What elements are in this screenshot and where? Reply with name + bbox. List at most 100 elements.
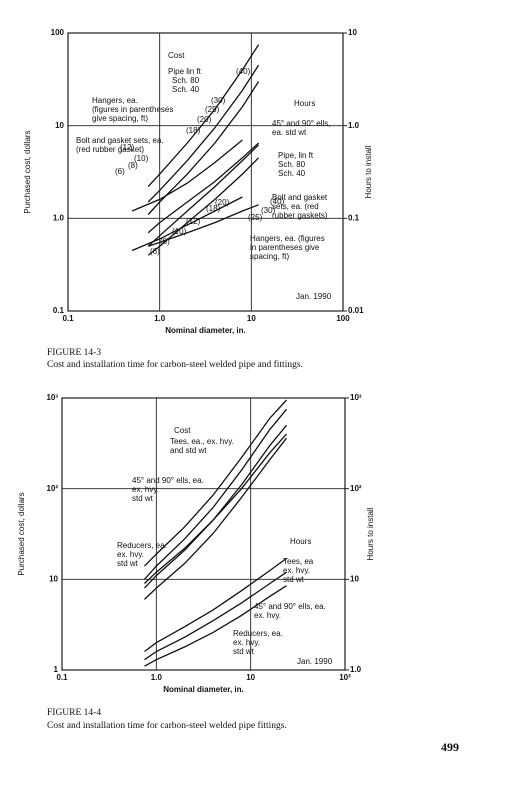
x-tick-label: 0.1 <box>56 673 68 682</box>
annotation: Hours <box>294 99 315 108</box>
annotation: (10) <box>134 154 149 163</box>
annotation: std wt <box>233 647 255 656</box>
annotation: ex. hvy. <box>254 611 281 620</box>
curve <box>147 142 260 234</box>
annotation: ex. hvy. <box>132 485 159 494</box>
curve <box>147 144 260 247</box>
annotation: std wt <box>283 575 305 584</box>
annotation: (6) <box>150 247 160 256</box>
y-axis-title: Purchased cost, dollars <box>17 492 26 575</box>
annotation: Reducers, ea. <box>233 629 283 638</box>
curve <box>147 204 259 247</box>
annotation: (18) <box>206 204 221 213</box>
annotation: Tees, ea <box>283 557 314 566</box>
annotation: sets, ea. (red <box>272 202 319 211</box>
annotation: Hours <box>290 537 311 546</box>
figure-caption: Cost and installation time for carbon-st… <box>47 720 287 731</box>
annotation: (8) <box>128 161 138 170</box>
y-tick-label: 100 <box>51 28 65 37</box>
annotation: (8) <box>160 237 170 246</box>
annotation: spacing, ft) <box>250 252 289 261</box>
annotation: (25) <box>248 213 263 222</box>
y2-tick-label: 10³ <box>350 393 362 402</box>
figure-caption: Cost and installation time for carbon-st… <box>47 359 303 370</box>
annotation: (figures in parentheses <box>92 105 173 114</box>
x-tick-label: 100 <box>336 314 350 323</box>
annotation: (40) <box>236 67 251 76</box>
annotation: Tees, ea., ex. hvy. <box>170 437 234 446</box>
x-axis-title: Nominal diameter, in. <box>163 685 243 694</box>
y-tick-label: 0.1 <box>53 306 65 315</box>
x-tick-label: 10 <box>247 314 256 323</box>
curve <box>144 408 288 580</box>
annotation: (40) <box>270 197 285 206</box>
annotation: Pipe, lin ft <box>278 151 314 160</box>
annotation: Hangers, ea. <box>92 96 138 105</box>
curve <box>147 157 260 256</box>
annotation: give spacing, ft) <box>92 114 148 123</box>
curve <box>144 585 287 667</box>
y-tick-label: 1 <box>54 665 59 674</box>
x-tick-label: 10 <box>246 673 255 682</box>
annotation: Sch. 40 <box>278 169 306 178</box>
annotation: in parentheses give <box>250 243 320 252</box>
annotation: (30) <box>261 206 276 215</box>
annotation: Cost <box>174 426 191 435</box>
y2-tick-label: 1.0 <box>348 121 360 130</box>
y-tick-label: 10 <box>55 121 64 130</box>
annotation: Sch. 80 <box>278 160 306 169</box>
annotation: (10) <box>172 227 187 236</box>
annotation: Cost <box>168 51 185 60</box>
y-tick-label: 10² <box>46 484 58 493</box>
annotation: Hangers, ea. (figures <box>250 234 325 243</box>
curve <box>131 139 243 212</box>
annotation: Reducers, ea. <box>117 541 167 550</box>
curve <box>144 399 287 567</box>
curve <box>144 571 287 661</box>
annotation: Sch. 80 <box>172 76 200 85</box>
annotation: Bolt and gasket <box>272 193 328 202</box>
annotation: ex. hvy. <box>233 638 260 647</box>
y2-tick-label: 1.0 <box>350 665 362 674</box>
annotation: ex. hvy. <box>283 566 310 575</box>
y2-axis-title: Hours to install <box>366 507 375 560</box>
annotation: 45° and 90° ells, <box>272 119 330 128</box>
annotation: and std wt <box>170 446 207 455</box>
annotation: 45° and 90° ells, ea. <box>132 476 204 485</box>
annotation: std wt <box>117 559 139 568</box>
y2-tick-label: 0.01 <box>348 306 364 315</box>
annotation: (20) <box>197 115 212 124</box>
annotation: Jan. 1990 <box>297 657 333 666</box>
x-tick-label: 1.0 <box>151 673 163 682</box>
annotation: (18) <box>186 126 201 135</box>
annotation: 45° and 90° ells, ea. <box>254 602 326 611</box>
annotation: (red rubber gasket) <box>76 145 144 154</box>
curve <box>147 44 260 188</box>
annotation: Sch. 40 <box>172 85 200 94</box>
annotation: Bolt and gasket sets, ea. <box>76 136 164 145</box>
annotation: rubber gaskets) <box>272 211 328 220</box>
annotation: (30) <box>211 96 226 105</box>
annotation: (6) <box>115 167 125 176</box>
y2-tick-label: 10 <box>350 574 359 583</box>
y2-tick-label: 10 <box>348 28 357 37</box>
annotation: Pipe lin ft <box>168 67 202 76</box>
curve <box>144 557 287 653</box>
curve <box>147 64 260 203</box>
y-tick-label: 1.0 <box>53 213 65 222</box>
figure-label: FIGURE 14-3 <box>47 348 101 358</box>
x-tick-label: 1.0 <box>154 314 166 323</box>
y2-tick-label: 0.1 <box>348 213 360 222</box>
y2-tick-label: 10² <box>350 484 362 493</box>
y-axis-title: Purchased cost, dollars <box>23 130 32 213</box>
curve <box>131 196 243 252</box>
annotation: (25) <box>205 105 220 114</box>
annotation: ex. hvy. <box>117 550 144 559</box>
page-number: 499 <box>441 740 459 754</box>
annotation: (20) <box>215 198 230 207</box>
curve <box>144 437 288 600</box>
x-tick-label: 0.1 <box>62 314 74 323</box>
annotation: Jan. 1990 <box>296 292 332 301</box>
